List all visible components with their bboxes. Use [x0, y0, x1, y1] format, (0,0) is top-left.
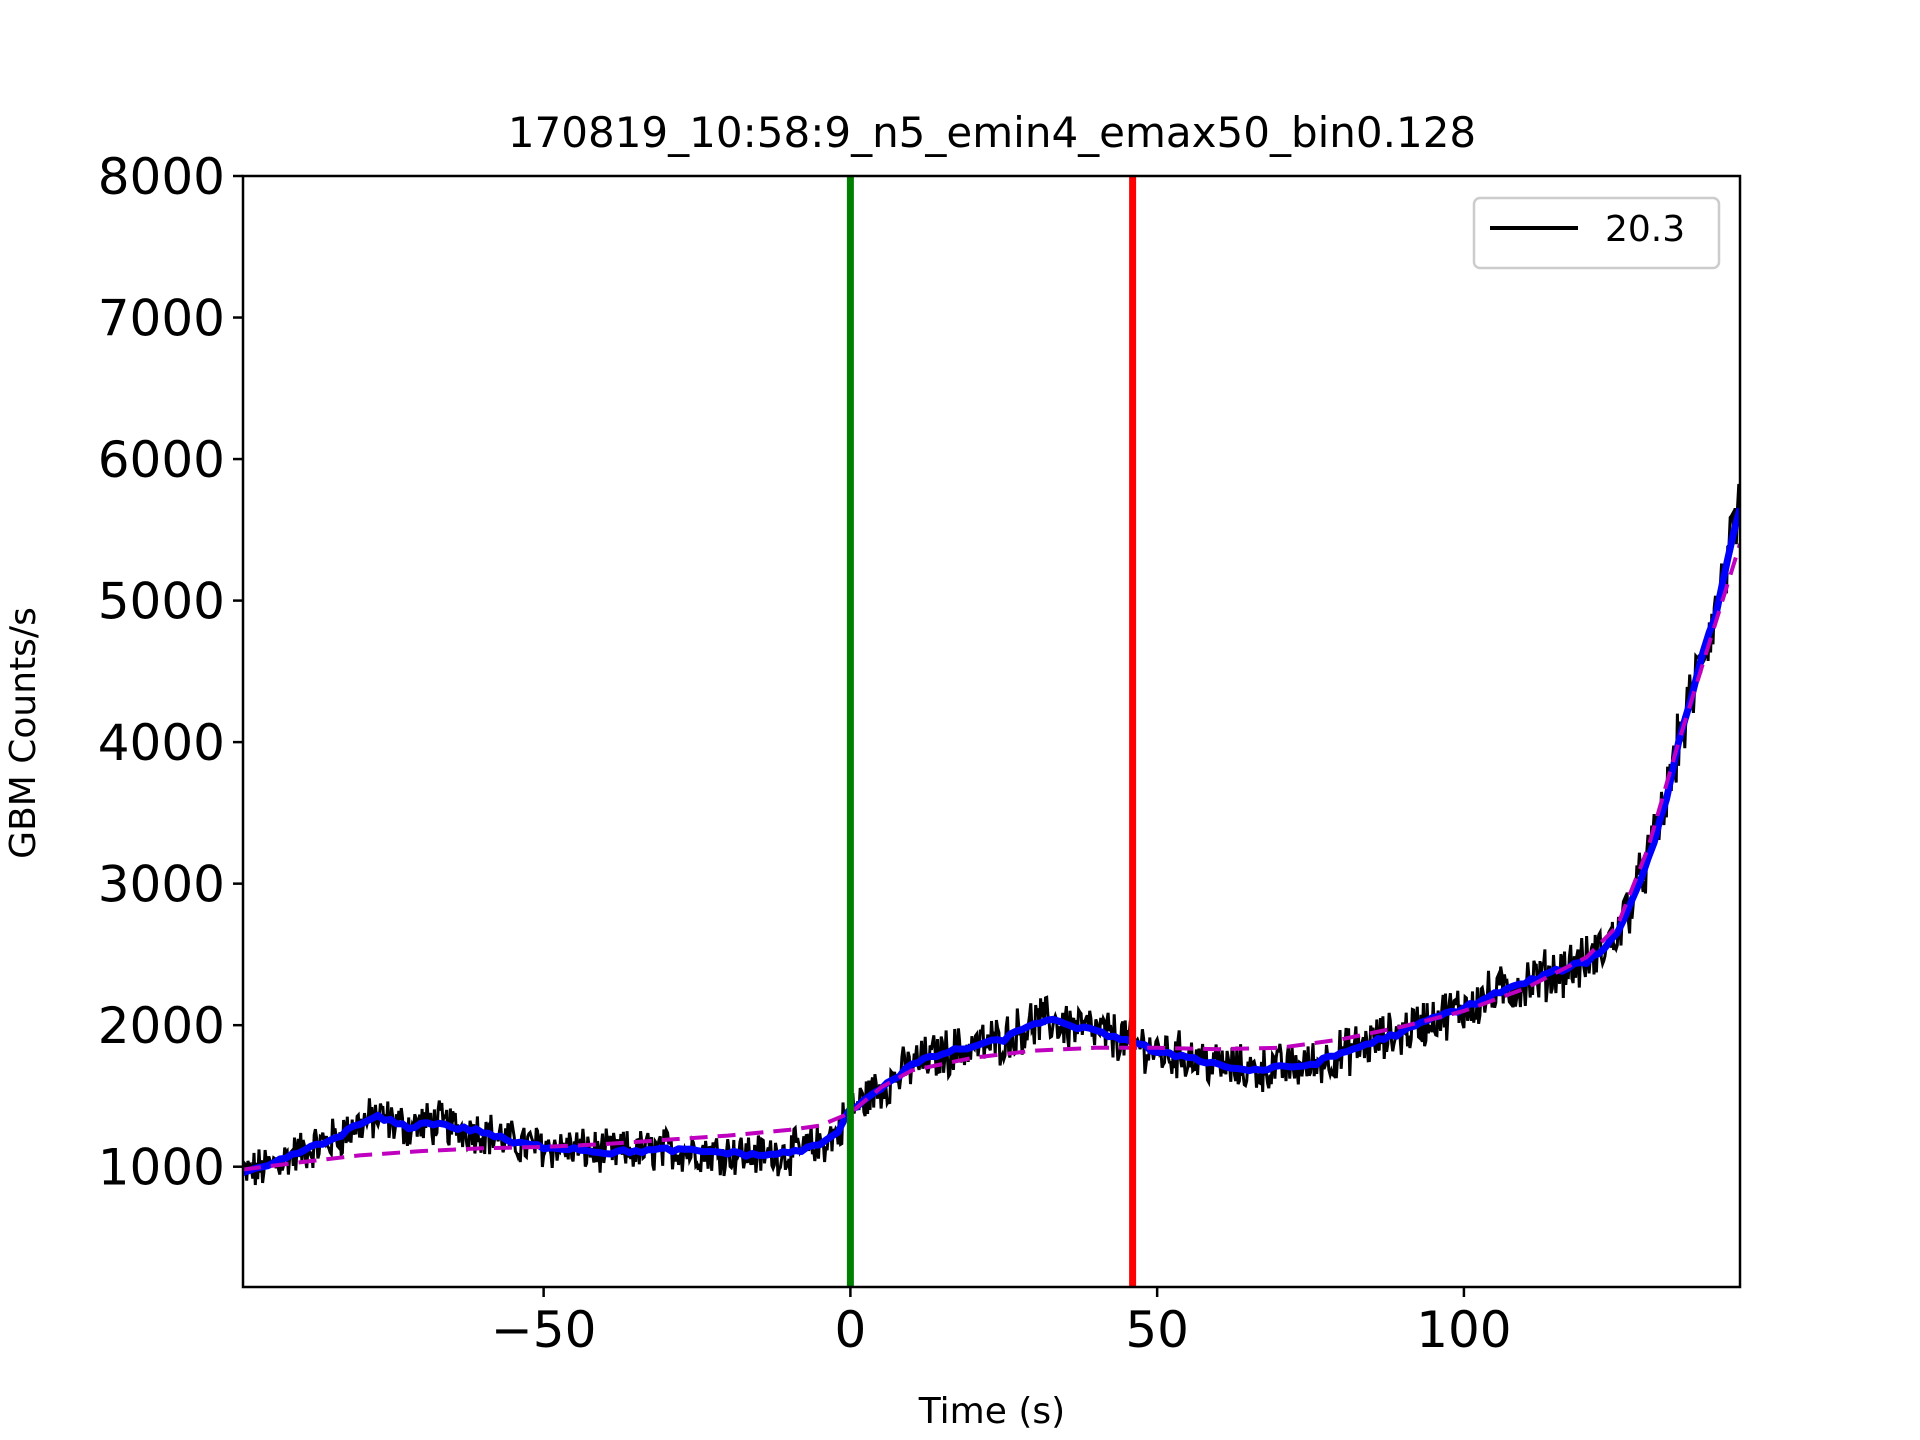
- y-axis: 1000 2000 3000 4000 5000 6000 7000 8000: [98, 148, 243, 1197]
- series-line-blue: [243, 507, 1740, 1176]
- legend-box: [1472, 196, 1721, 270]
- y-tick-label: 1000: [98, 1139, 225, 1197]
- x-tick-label: 50: [1125, 1301, 1189, 1359]
- x-axis: −50 0 50 100: [491, 1287, 1512, 1359]
- series-line-20-3: [243, 483, 1740, 1186]
- x-tick-label: 0: [834, 1301, 866, 1359]
- plot-frame: [241, 174, 1742, 1289]
- y-tick-label: 4000: [98, 714, 225, 772]
- y-tick-label: 6000: [98, 431, 225, 489]
- y-axis-label: GBM Counts/s: [3, 607, 44, 859]
- y-tick-label: 8000: [98, 148, 225, 206]
- y-tick-label: 3000: [98, 856, 225, 914]
- y-tick-label: 7000: [98, 290, 225, 348]
- legend: 20.3: [1472, 196, 1721, 270]
- y-tick-label: 5000: [98, 573, 225, 631]
- y-tick-label: 2000: [98, 997, 225, 1055]
- x-tick-label: 100: [1416, 1301, 1511, 1359]
- chart-title: 170819_10:58:9_n5_emin4_emax50_bin0.128: [508, 108, 1476, 157]
- series-line-dashed: [243, 543, 1740, 1172]
- legend-label: 20.3: [1605, 209, 1685, 250]
- plot-area: [243, 176, 1740, 1287]
- x-axis-label: Time (s): [918, 1391, 1065, 1432]
- x-tick-label: −50: [491, 1301, 597, 1359]
